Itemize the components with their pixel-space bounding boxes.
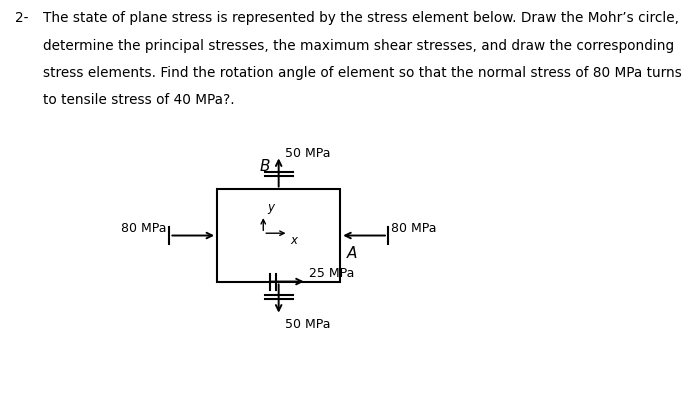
Bar: [217, 189, 340, 282]
Text: x: x: [290, 235, 298, 247]
Text: 80 MPa: 80 MPa: [121, 222, 167, 235]
Text: 50 MPa: 50 MPa: [286, 318, 331, 330]
Text: 2-: 2-: [15, 11, 29, 25]
Text: 80 MPa: 80 MPa: [391, 222, 436, 235]
Text: A: A: [347, 245, 358, 260]
Text: to tensile stress of 40 MPa?.: to tensile stress of 40 MPa?.: [43, 93, 235, 107]
Text: The state of plane stress is represented by the stress element below. Draw the M: The state of plane stress is represented…: [43, 11, 680, 25]
Text: y: y: [267, 202, 274, 214]
Text: 25 MPa: 25 MPa: [309, 266, 355, 280]
Text: B: B: [260, 160, 270, 174]
Text: 50 MPa: 50 MPa: [286, 147, 331, 160]
Text: stress elements. Find the rotation angle of element so that the normal stress of: stress elements. Find the rotation angle…: [43, 66, 682, 80]
Text: determine the principal stresses, the maximum shear stresses, and draw the corre: determine the principal stresses, the ma…: [43, 39, 675, 53]
